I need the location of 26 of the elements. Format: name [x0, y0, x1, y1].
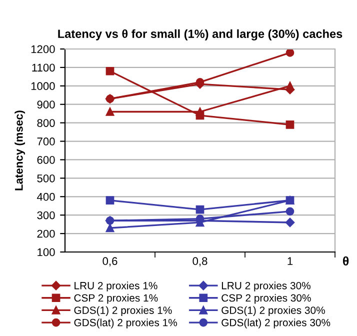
x-tick-label: 0,8: [192, 257, 208, 266]
y-tick-label: 1000: [31, 82, 55, 90]
y-tick-label: 100: [38, 248, 55, 256]
chart-title: Latency vs θ for small (1%) and large (30%) caches: [58, 29, 342, 40]
y-tick-label: 200: [37, 230, 55, 238]
legend-label: LRU 2 proxies 1%: [74, 282, 158, 292]
y-tick-label: 800: [37, 119, 55, 127]
x-tick-label: 0,6: [102, 257, 118, 266]
x-tick-label: 1: [288, 257, 293, 265]
legend-label: GDS(1) 2 proxies 1%: [74, 306, 172, 316]
y-tick-label: 900: [37, 100, 55, 108]
legend-label: GDS(lat) 2 proxies 30%: [222, 318, 330, 328]
legend-label: LRU 2 proxies 30%: [222, 282, 310, 292]
y-tick-label: 1100: [32, 64, 55, 72]
legend-label: CSP 2 proxies 1%: [74, 294, 158, 304]
legend-label: CSP 2 proxies 30%: [222, 294, 311, 304]
legend-label: GDS(1) 2 proxies 30%: [222, 306, 325, 316]
y-tick-label: 500: [37, 174, 55, 182]
y-tick-label: 400: [36, 192, 55, 201]
y-tick-label: 700: [37, 138, 55, 146]
legend-label: GDS(lat) 2 proxies 1%: [74, 318, 177, 328]
y-tick-label: 1200: [31, 45, 55, 54]
x-axis-title: θ: [342, 256, 349, 266]
y-axis-title: Latency (msec): [14, 110, 26, 190]
y-tick-label: 600: [37, 156, 55, 164]
y-tick-label: 300: [37, 211, 55, 220]
